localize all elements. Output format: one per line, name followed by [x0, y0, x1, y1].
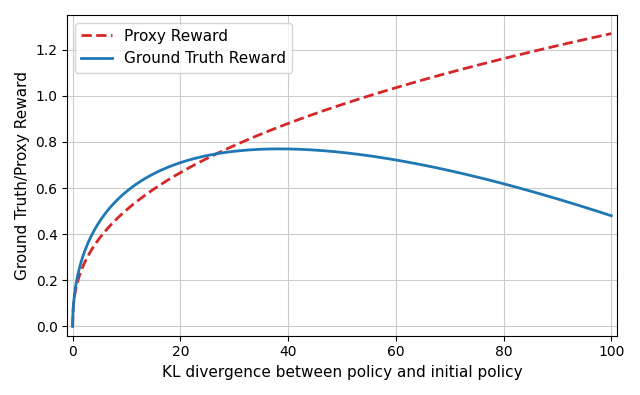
- Line: Proxy Reward: Proxy Reward: [73, 34, 611, 327]
- Proxy Reward: [607, 31, 615, 36]
- Proxy Reward: [69, 324, 77, 329]
- Line: Ground Truth Reward: Ground Truth Reward: [73, 149, 611, 327]
- Ground Truth Reward: [607, 213, 615, 218]
- Ground Truth Reward: [69, 324, 77, 329]
- Ground Truth Reward: [513, 185, 520, 190]
- Proxy Reward: [81, 260, 88, 265]
- Proxy Reward: [269, 127, 276, 132]
- Y-axis label: Ground Truth/Proxy Reward: Ground Truth/Proxy Reward: [15, 71, 30, 280]
- Proxy Reward: [98, 233, 106, 238]
- Ground Truth Reward: [276, 147, 284, 151]
- Ground Truth Reward: [116, 194, 124, 199]
- Ground Truth Reward: [269, 147, 276, 151]
- Legend: Proxy Reward, Ground Truth Reward: Proxy Reward, Ground Truth Reward: [75, 23, 292, 73]
- Proxy Reward: [392, 85, 400, 90]
- X-axis label: KL divergence between policy and initial policy: KL divergence between policy and initial…: [162, 365, 522, 380]
- Proxy Reward: [116, 213, 124, 218]
- Ground Truth Reward: [393, 158, 401, 162]
- Proxy Reward: [512, 53, 520, 58]
- Ground Truth Reward: [98, 216, 106, 221]
- Ground Truth Reward: [81, 249, 88, 254]
